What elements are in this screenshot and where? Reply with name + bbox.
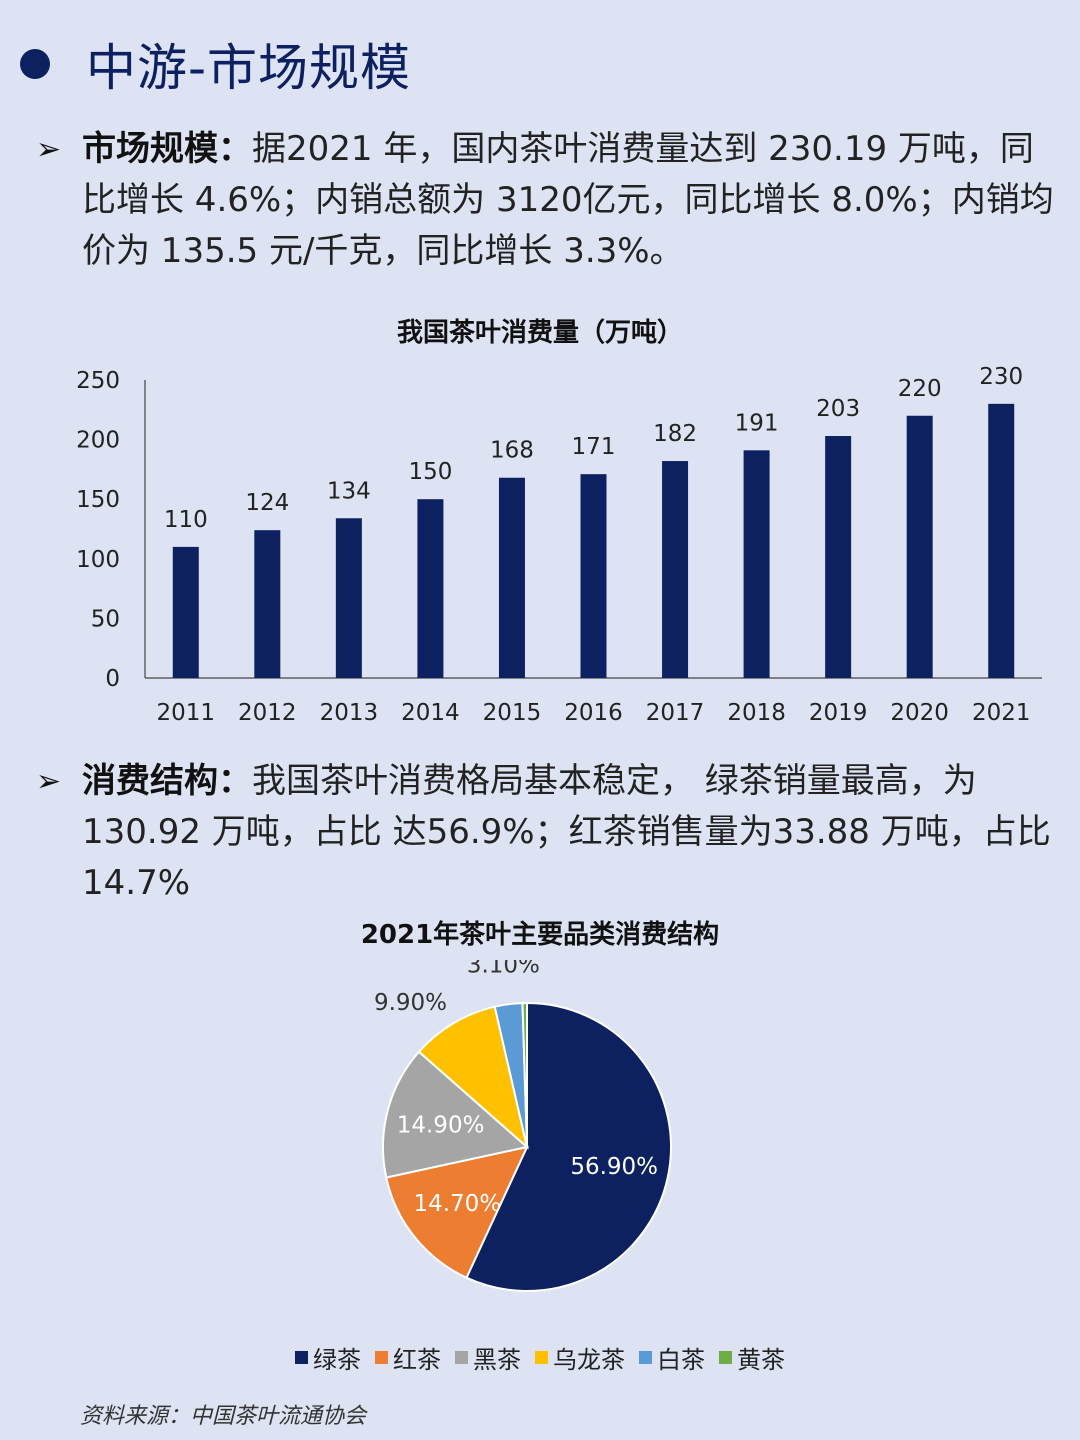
bar-data-label: 124 [245,490,289,516]
bar-data-label: 191 [735,410,779,436]
legend-swatch [295,1351,308,1364]
bar-data-label: 220 [898,376,942,402]
legend-label: 乌龙茶 [553,1346,625,1374]
x-tick-label: 2012 [238,700,297,726]
bar-data-label: 150 [408,459,452,485]
bar [335,518,362,678]
y-tick-label: 150 [76,487,120,513]
bar-chart-title: 我国茶叶消费量（万吨） [396,318,683,348]
pie-slice [465,1001,672,1292]
legend-item: 黄茶 [719,1340,785,1375]
bar-data-label: 203 [816,396,860,422]
pie-slice [521,1001,528,1148]
legend-swatch [375,1351,388,1364]
paragraph-text: 据2021 年，国内茶叶消费量达到 230.19 万吨，同比增长 4.6%；内销… [82,129,1054,271]
legend-swatch [639,1351,652,1364]
pie-slice-label: 56.90% [570,1154,658,1180]
x-tick-label: 2017 [646,700,705,726]
x-tick-label: 2020 [890,700,949,726]
paragraph-lead: 市场规模： [82,129,252,169]
legend-item: 黑茶 [455,1340,521,1375]
arrow-bullet-icon: ➢ [36,764,62,799]
x-tick-label: 2016 [564,700,623,726]
bar [580,474,607,678]
pie-slice [417,1005,529,1150]
x-tick-label: 2013 [320,700,379,726]
bar [825,436,852,678]
bar-data-label: 110 [164,507,208,533]
pie-slice-label: 9.90% [374,990,447,1016]
bar-data-label: 182 [653,421,697,447]
source-note: 资料来源：中国茶叶流通协会 [80,1404,367,1429]
legend-label: 绿茶 [313,1346,361,1374]
paragraph-text: 我国茶叶消费格局基本稳定， 绿茶销量最高，为 130.92 万吨，占比 达56.… [82,761,1051,903]
x-tick-label: 2019 [809,700,868,726]
pie-legend: 绿茶 红茶 黑茶 乌龙茶 白茶 黄茶 [0,1340,1080,1375]
bar [254,530,281,678]
bar-chart: 0 50 100 150 200 250 110 2011 124 2012 134 2013 150 2… [76,364,1042,726]
x-tick-label: 2011 [156,700,215,726]
bar [743,450,770,678]
bar [906,415,933,678]
legend-swatch [719,1351,732,1364]
bar-data-label: 168 [490,438,534,464]
pie-slice [382,1050,530,1179]
header: 中游-市场规模 [20,28,411,100]
pie-chart-title: 2021年茶叶主要品类消费结构 [360,920,720,950]
bar-data-label: 171 [572,434,616,460]
y-tick-label: 200 [76,428,120,454]
pie-slice-label: 14.70% [413,1191,501,1217]
x-tick-label: 2021 [972,700,1031,726]
x-tick-label: 2014 [401,700,460,726]
y-tick-label: 50 [91,606,120,632]
bar-data-label: 134 [327,478,371,504]
legend-label: 黑茶 [473,1346,521,1374]
pie-slice-label: 3.10% [467,960,540,979]
legend-item: 乌龙茶 [535,1340,625,1375]
bar [417,499,444,678]
bar [988,403,1015,678]
pie-slice-label: 14.90% [397,1113,485,1139]
legend-item: 红茶 [375,1340,441,1375]
consumption-structure-paragraph: ➢ 消费结构：我国茶叶消费格局基本稳定， 绿茶销量最高，为 130.92 万吨，… [36,756,1056,909]
arrow-bullet-icon: ➢ [36,132,62,167]
bullet-dot-icon [20,49,50,79]
legend-swatch [535,1351,548,1364]
x-tick-label: 2018 [727,700,786,726]
pie-slice [385,1145,529,1280]
legend-label: 黄茶 [737,1346,785,1374]
bar [172,546,199,678]
y-tick-label: 100 [76,547,120,573]
x-tick-label: 2015 [483,700,542,726]
paragraph-lead: 消费结构： [82,761,252,801]
bar-data-label: 230 [979,364,1023,390]
pie-chart: 56.90% 14.70% 14.90% 9.90% 3.10% [374,960,672,1292]
market-size-paragraph: ➢ 市场规模：据2021 年，国内茶叶消费量达到 230.19 万吨，同比增长 … [36,124,1056,277]
legend-swatch [455,1351,468,1364]
y-tick-label: 0 [105,666,120,692]
page-title: 中游-市场规模 [86,39,412,97]
legend-item: 绿茶 [295,1340,361,1375]
y-tick-label: 250 [76,368,120,394]
legend-item: 白茶 [639,1340,705,1375]
bar [498,477,525,678]
legend-label: 白茶 [657,1346,705,1374]
legend-label: 红茶 [393,1346,441,1374]
bar [662,461,689,678]
